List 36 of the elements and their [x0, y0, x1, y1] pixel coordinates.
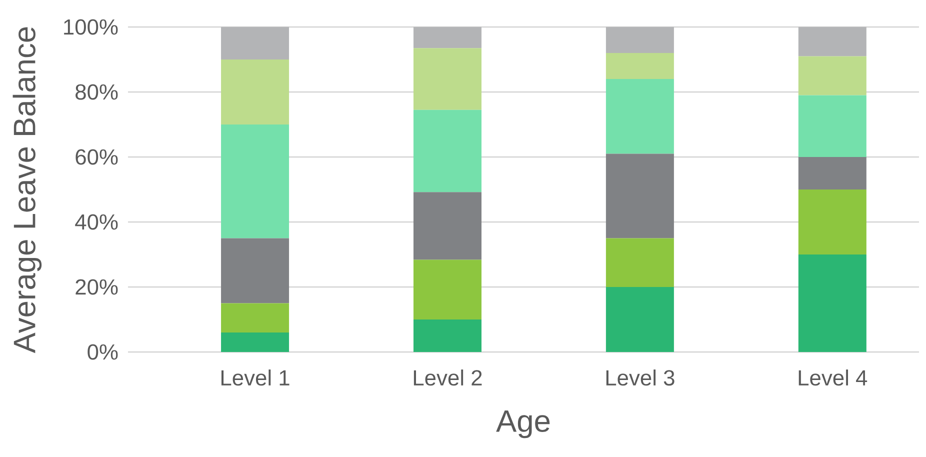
- bar: [221, 26, 290, 60]
- y-axis-title: Average Leave Balance: [12, 27, 42, 354]
- bar: [221, 332, 290, 352]
- bar: [221, 124, 290, 238]
- bar: [798, 26, 866, 56]
- bar: [606, 238, 674, 287]
- x-tick-label: Level 3: [606, 370, 674, 386]
- bar: [413, 192, 482, 260]
- y-tick-label: 60%: [76, 149, 118, 165]
- bar: [221, 303, 290, 332]
- bar: [413, 26, 482, 48]
- bar: [606, 287, 674, 352]
- bar: [413, 48, 482, 110]
- bar: [798, 157, 866, 190]
- bar: [606, 26, 674, 53]
- bar: [221, 59, 290, 124]
- bar: [413, 320, 482, 352]
- bar: [221, 238, 290, 304]
- bar: [606, 78, 674, 154]
- x-axis-title: Age: [496, 410, 550, 438]
- x-tick-label: Level 2: [414, 370, 482, 386]
- bar: [606, 52, 674, 79]
- bar: [798, 190, 866, 254]
- x-tick-label: Level 1: [221, 370, 290, 386]
- y-tick-label: 80%: [76, 84, 118, 100]
- bar: [798, 56, 866, 96]
- bar: [413, 260, 482, 320]
- bar: [798, 254, 866, 352]
- bar: [798, 95, 866, 157]
- bar: [606, 154, 674, 238]
- y-tick-label: 40%: [75, 214, 118, 230]
- y-tick-label: 20%: [76, 279, 118, 295]
- x-tick-label: Level 4: [798, 370, 868, 386]
- y-tick-label: 0%: [88, 344, 118, 360]
- bar: [413, 110, 482, 192]
- y-tick-label: 100%: [64, 19, 118, 35]
